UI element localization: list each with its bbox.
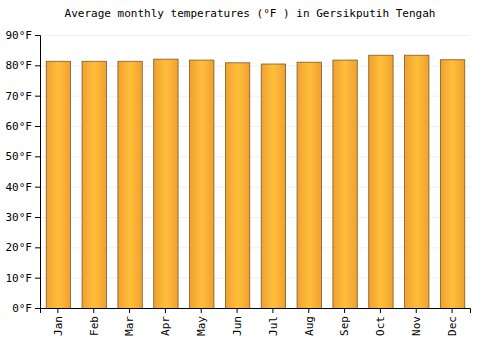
x-tick-mark	[201, 308, 202, 313]
y-tick-label: 0°F	[12, 302, 32, 315]
x-tick-label: Mar	[123, 316, 136, 336]
x-tick-mark	[237, 308, 238, 313]
y-tick-mark	[35, 308, 40, 309]
bar	[405, 55, 429, 308]
x-tick: Dec	[446, 308, 459, 336]
chart-container: Average monthly temperatures (°F ) in Ge…	[0, 0, 500, 350]
x-tick-label: May	[195, 316, 208, 336]
y-tick: 60°F	[6, 120, 41, 133]
x-tick: Aug	[303, 308, 316, 336]
x-tick-label: Jun	[231, 316, 244, 336]
y-tick: 70°F	[6, 90, 41, 103]
x-tick-mark	[452, 308, 453, 313]
y-tick: 80°F	[6, 59, 41, 72]
x-tick-label: Apr	[159, 316, 172, 336]
title: Average monthly temperatures (°F ) in Ge…	[65, 7, 436, 20]
bars	[46, 55, 465, 308]
y-axis-line	[35, 36, 41, 309]
x-tick-mark	[272, 308, 273, 313]
x-tick-mark	[344, 308, 345, 313]
y-tick-label: 90°F	[6, 29, 33, 42]
grid	[40, 36, 470, 309]
chart-svg: Average monthly temperatures (°F ) in Ge…	[0, 0, 500, 350]
y-tick-label: 40°F	[6, 181, 33, 194]
y-tick-label: 10°F	[6, 272, 33, 285]
x-tick-label: Nov	[410, 316, 423, 336]
y-tick: 90°F	[6, 29, 41, 42]
y-tick: 40°F	[6, 181, 41, 194]
y-tick-label: 80°F	[6, 59, 33, 72]
y-tick-mark	[35, 35, 40, 36]
bar	[82, 61, 106, 308]
y-tick: 30°F	[6, 211, 41, 224]
plot: 0°F 10°F 20°F 30°F 40°F 50°F 60°F 70°F 80°F 90°F J…	[6, 29, 471, 336]
y-tick-mark	[35, 65, 40, 66]
y-tick: 20°F	[6, 241, 41, 254]
x-tick-mark	[165, 308, 166, 313]
y-axis: 0°F 10°F 20°F 30°F 40°F 50°F 60°F 70°F 80°F 90°F	[6, 29, 41, 315]
bar	[190, 60, 214, 308]
x-tick: Jun	[231, 308, 244, 336]
x-tick-mark	[57, 308, 58, 313]
x-tick: Jan	[52, 308, 65, 336]
y-tick-mark	[35, 217, 40, 218]
x-tick-mark	[93, 308, 94, 313]
bar	[297, 62, 321, 308]
grid-line	[40, 35, 470, 36]
x-tick-mark	[129, 308, 130, 313]
x-tick-mark	[380, 308, 381, 313]
x-tick-mark	[416, 308, 417, 313]
x-tick-label: Jan	[52, 316, 65, 336]
x-tick: Oct	[374, 308, 387, 336]
x-tick: Feb	[88, 308, 101, 336]
x-tick: Sep	[338, 308, 351, 336]
bar	[440, 60, 464, 308]
y-tick-label: 70°F	[6, 90, 33, 103]
bar	[333, 60, 357, 308]
y-tick-label: 20°F	[6, 241, 33, 254]
y-tick: 0°F	[12, 302, 40, 315]
y-tick-mark	[35, 156, 40, 157]
x-tick-label: Oct	[374, 316, 387, 336]
bar	[369, 55, 393, 308]
x-tick-label: Jul	[267, 316, 280, 336]
x-tick-label: Aug	[303, 316, 316, 336]
y-tick-label: 50°F	[6, 150, 33, 163]
x-tick: Mar	[123, 308, 136, 336]
x-tick-label: Sep	[338, 316, 351, 336]
y-tick-mark	[35, 278, 40, 279]
bar	[46, 61, 70, 308]
x-tick-label: Feb	[88, 316, 101, 336]
y-tick-mark	[35, 247, 40, 248]
y-tick-label: 30°F	[6, 211, 33, 224]
bar	[154, 59, 178, 308]
x-axis-line	[41, 309, 471, 314]
bar	[225, 63, 249, 308]
y-tick-mark	[35, 187, 40, 188]
x-axis: Jan Feb Mar Apr May Jun Jul Aug Sep Oct Nov Dec	[41, 308, 471, 336]
x-tick: Apr	[159, 308, 172, 336]
x-tick: Jul	[267, 308, 280, 336]
x-tick-label: Dec	[446, 316, 459, 336]
bar	[118, 61, 142, 308]
y-tick-mark	[35, 96, 40, 97]
y-tick: 50°F	[6, 150, 41, 163]
y-tick: 10°F	[6, 272, 41, 285]
bar	[261, 64, 285, 308]
x-tick: Nov	[410, 308, 423, 336]
y-tick-mark	[35, 126, 40, 127]
y-tick-label: 60°F	[6, 120, 33, 133]
x-tick-mark	[308, 308, 309, 313]
x-tick: May	[195, 308, 208, 336]
